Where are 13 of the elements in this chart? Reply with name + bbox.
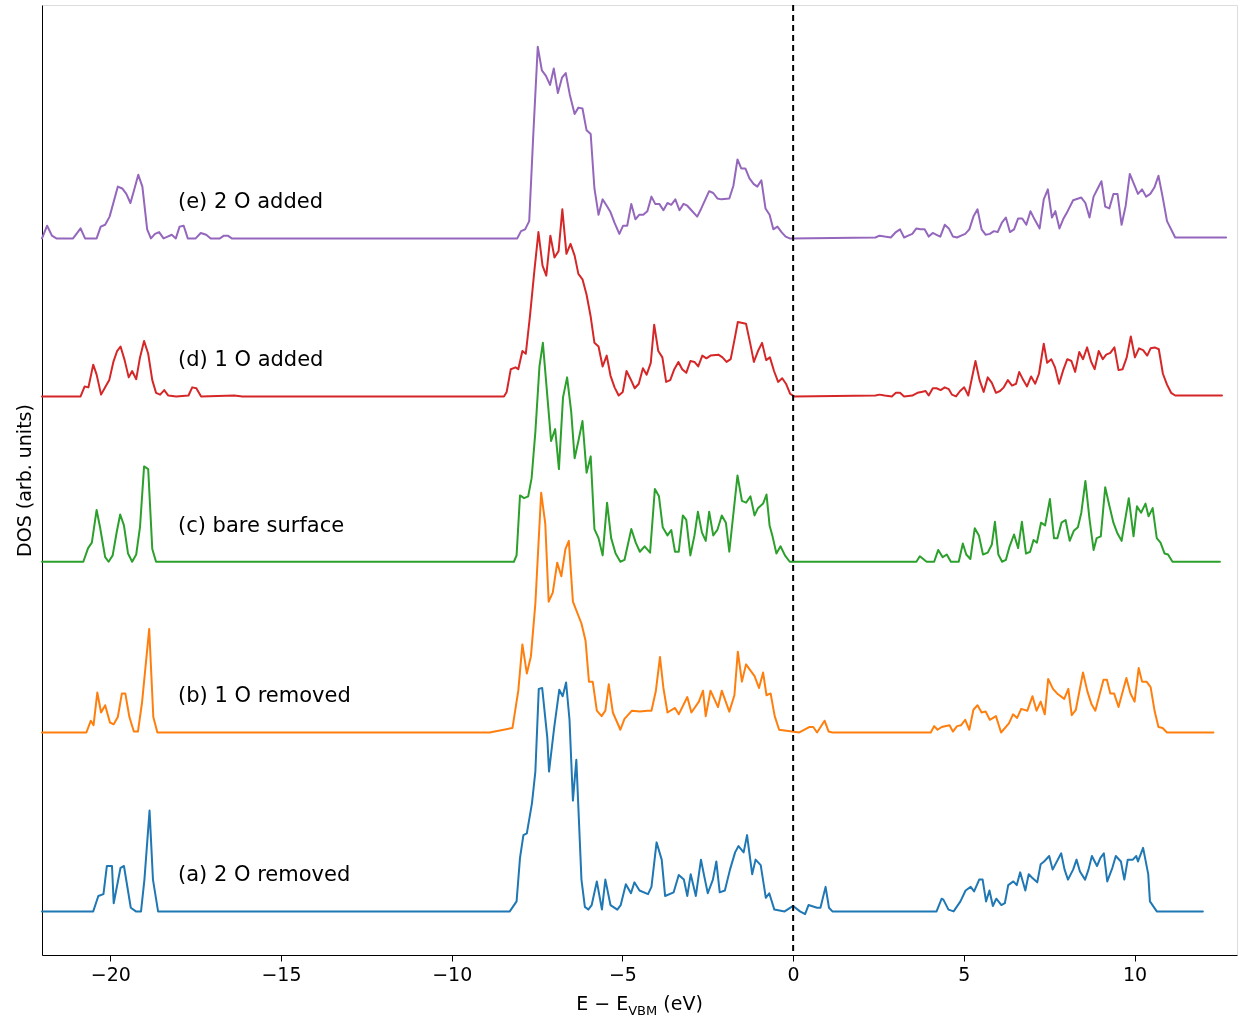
x-tick-label: −15 xyxy=(261,962,302,985)
x-tick-label: 0 xyxy=(787,962,800,985)
y-axis-title: DOS (arb. units) xyxy=(12,404,35,557)
x-tick-label: −5 xyxy=(608,962,637,985)
series-label: (c) bare surface xyxy=(178,512,345,537)
x-tick-label: 10 xyxy=(1122,962,1148,985)
x-tick-label: −20 xyxy=(90,962,131,985)
x-tick-label: 5 xyxy=(958,962,971,985)
series-label: (b) 1 O removed xyxy=(178,683,351,708)
series-label: (e) 2 O added xyxy=(178,189,324,214)
x-tick-label: −10 xyxy=(432,962,473,985)
series-label: (d) 1 O added xyxy=(178,347,324,372)
series-label: (a) 2 O removed xyxy=(178,862,351,887)
